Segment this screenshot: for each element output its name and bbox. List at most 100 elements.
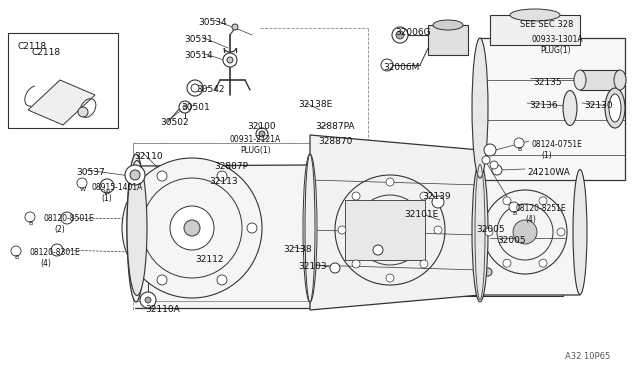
Text: 32130: 32130 [584, 101, 612, 110]
Ellipse shape [574, 70, 586, 90]
Text: B: B [14, 255, 19, 260]
Circle shape [514, 138, 524, 148]
Text: 32103: 32103 [298, 262, 326, 271]
Circle shape [420, 192, 428, 200]
Text: 30502: 30502 [160, 118, 189, 127]
Text: A32 10P65: A32 10P65 [565, 352, 611, 361]
Text: 32005: 32005 [476, 225, 504, 234]
Bar [345, 200, 425, 260]
Text: 08120-8301E: 08120-8301E [30, 248, 81, 257]
Ellipse shape [472, 38, 488, 178]
Ellipse shape [563, 90, 577, 125]
Circle shape [503, 197, 511, 205]
Circle shape [184, 220, 200, 236]
Text: 24210WA: 24210WA [527, 168, 570, 177]
Circle shape [352, 192, 360, 200]
Text: 08120-8251E: 08120-8251E [515, 204, 566, 213]
Circle shape [492, 165, 502, 175]
Text: W: W [80, 187, 86, 192]
Circle shape [61, 212, 73, 224]
Circle shape [373, 245, 383, 255]
Text: 30501: 30501 [181, 103, 210, 112]
Circle shape [140, 292, 156, 308]
Circle shape [125, 165, 145, 185]
Text: B: B [517, 147, 521, 152]
Text: 32138E: 32138E [298, 100, 332, 109]
Text: (1): (1) [101, 194, 112, 203]
Polygon shape [28, 80, 95, 125]
Bar [480, 38, 625, 180]
Text: 32112: 32112 [195, 255, 223, 264]
Circle shape [11, 246, 21, 256]
Circle shape [539, 197, 547, 205]
Ellipse shape [573, 170, 587, 295]
Polygon shape [580, 70, 620, 90]
Ellipse shape [305, 154, 315, 302]
Circle shape [142, 178, 242, 278]
Circle shape [503, 259, 511, 267]
Circle shape [338, 226, 346, 234]
Text: 32110A: 32110A [145, 305, 180, 314]
Bar [8, 33, 118, 128]
Circle shape [434, 226, 442, 234]
Text: 32100: 32100 [247, 122, 276, 131]
Text: B: B [512, 211, 516, 216]
Polygon shape [480, 165, 580, 295]
Circle shape [179, 101, 191, 113]
Text: 30542: 30542 [196, 85, 225, 94]
Text: PLUG(1): PLUG(1) [240, 146, 271, 155]
Circle shape [396, 31, 404, 39]
Text: W: W [104, 190, 110, 195]
Text: (4): (4) [40, 259, 51, 268]
Ellipse shape [609, 94, 621, 122]
Circle shape [392, 27, 408, 43]
Circle shape [157, 275, 167, 285]
Ellipse shape [127, 160, 147, 295]
Circle shape [127, 223, 137, 233]
Circle shape [352, 260, 360, 268]
Circle shape [78, 107, 88, 117]
Circle shape [484, 144, 496, 156]
Text: 30534: 30534 [198, 18, 227, 27]
Text: 00931-2121A: 00931-2121A [230, 135, 281, 144]
Ellipse shape [127, 154, 145, 302]
Circle shape [509, 202, 519, 212]
Circle shape [420, 260, 428, 268]
Text: 32887PA: 32887PA [315, 122, 355, 131]
Circle shape [25, 212, 35, 222]
Text: 32006G: 32006G [395, 28, 431, 37]
Bar [490, 15, 580, 45]
Circle shape [557, 228, 565, 236]
Text: 32101E: 32101E [404, 210, 438, 219]
Circle shape [484, 268, 492, 276]
Text: (1): (1) [541, 151, 552, 160]
Circle shape [51, 244, 63, 256]
Circle shape [256, 128, 268, 140]
Circle shape [490, 161, 498, 169]
Text: 08120-8501E: 08120-8501E [44, 214, 95, 223]
Circle shape [381, 59, 393, 71]
Circle shape [217, 275, 227, 285]
Text: 32006M: 32006M [383, 63, 419, 72]
Text: C2118: C2118 [32, 48, 61, 57]
Circle shape [386, 178, 394, 186]
Circle shape [223, 53, 237, 67]
Circle shape [77, 178, 87, 188]
Text: 32110: 32110 [134, 152, 163, 161]
Circle shape [170, 206, 214, 250]
Bar [133, 143, 311, 301]
Ellipse shape [510, 9, 560, 21]
Text: 08124-0751E: 08124-0751E [531, 140, 582, 149]
Circle shape [386, 274, 394, 282]
Text: 32887P: 32887P [214, 162, 248, 171]
Text: PLUG(1): PLUG(1) [540, 46, 571, 55]
Circle shape [432, 196, 444, 208]
Circle shape [259, 131, 265, 137]
Circle shape [130, 170, 140, 180]
Circle shape [539, 259, 547, 267]
Text: 32136: 32136 [529, 101, 557, 110]
Circle shape [122, 158, 262, 298]
Circle shape [482, 156, 490, 164]
Circle shape [330, 263, 340, 273]
Text: 32005: 32005 [497, 236, 525, 245]
